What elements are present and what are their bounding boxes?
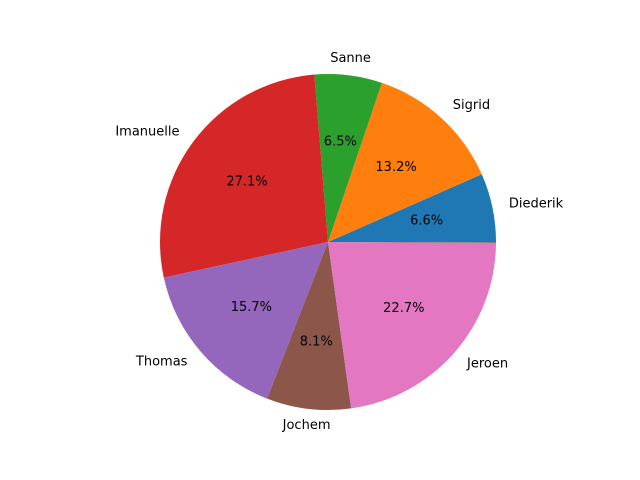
pie-slice-label: Jeroen [466, 356, 508, 371]
pie-slice-label: Sigrid [453, 98, 490, 113]
pie-slice-thomas [163, 242, 328, 399]
pie-slice-jochem [267, 242, 352, 410]
pie-slice-7 [328, 242, 496, 244]
pie-slice-label: Sanne [330, 51, 371, 66]
pie-percent-label: 27.1% [226, 174, 267, 189]
pie-percent-label: 8.1% [300, 335, 333, 350]
pie-slice-label: Diederik [509, 196, 564, 211]
pie-slice-sanne [314, 74, 382, 242]
pie-percent-label: 15.7% [231, 300, 272, 315]
pie-slice-sigrid [328, 82, 482, 242]
pie-slice-jeroen [328, 242, 496, 409]
pie-slice-imanuelle [160, 74, 328, 278]
pie-slice-label: Thomas [135, 355, 188, 370]
pie-slice-diederik [328, 174, 496, 242]
pie-percent-label: 6.6% [410, 214, 443, 229]
pie-percent-label: 6.5% [324, 134, 357, 149]
pie-percent-label: 22.7% [383, 301, 424, 316]
pie-slice-label: Jochem [282, 418, 331, 433]
pie-slice-label: Imanuelle [115, 124, 179, 139]
pie-percent-label: 13.2% [375, 160, 416, 175]
